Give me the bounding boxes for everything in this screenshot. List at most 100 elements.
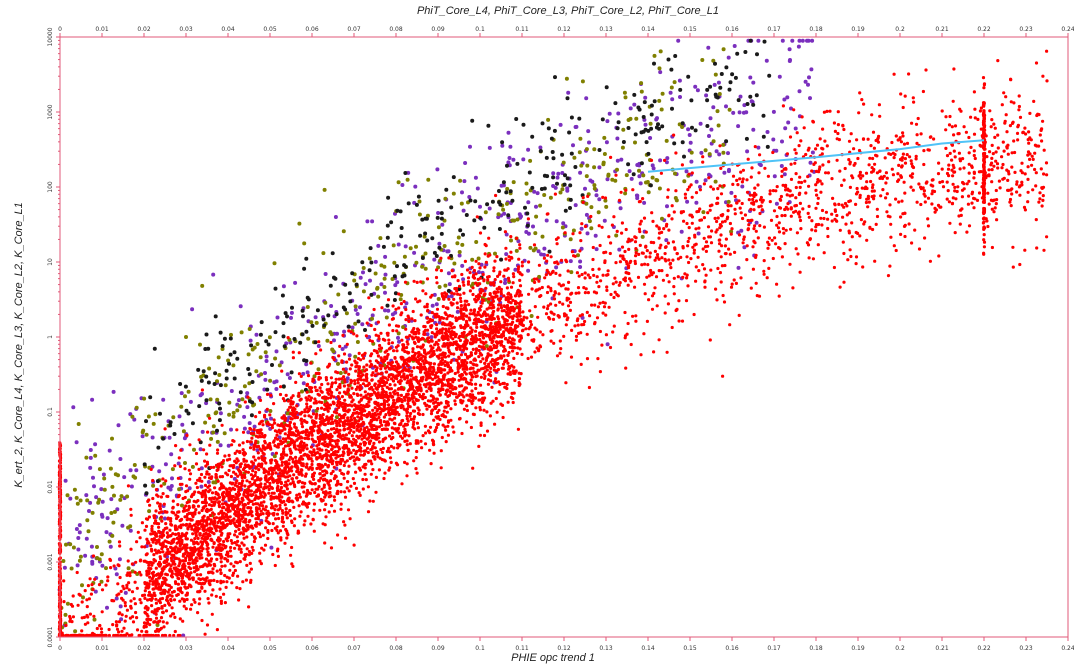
data-point <box>345 376 350 381</box>
data-point <box>262 387 267 392</box>
data-point <box>264 505 268 509</box>
data-point <box>380 306 384 310</box>
data-point <box>204 374 209 379</box>
data-point <box>272 454 277 459</box>
data-point <box>574 334 579 338</box>
data-point <box>803 79 808 84</box>
data-point <box>639 161 644 166</box>
data-point <box>785 193 789 197</box>
data-point <box>950 125 954 129</box>
data-point <box>598 243 602 248</box>
data-point <box>251 502 255 506</box>
data-point <box>504 246 508 250</box>
data-point <box>596 210 601 215</box>
data-point <box>205 543 209 548</box>
data-point <box>772 209 777 213</box>
data-point <box>953 124 958 128</box>
data-point <box>491 313 495 317</box>
data-point <box>449 294 454 299</box>
data-point <box>416 426 420 430</box>
data-point <box>215 451 220 455</box>
data-point <box>613 101 618 106</box>
data-point <box>87 597 91 601</box>
data-point <box>607 111 612 116</box>
data-point <box>568 300 573 304</box>
data-point <box>533 246 538 251</box>
data-point <box>503 277 508 282</box>
data-point <box>754 220 759 225</box>
data-point <box>814 229 818 233</box>
data-point <box>471 292 475 297</box>
data-point <box>73 629 78 634</box>
data-point <box>230 581 234 585</box>
data-point <box>147 569 151 573</box>
data-point <box>746 157 750 161</box>
data-point <box>305 406 309 410</box>
data-point <box>1038 197 1042 201</box>
data-point <box>505 163 509 168</box>
data-point <box>911 96 915 100</box>
data-point <box>509 250 513 254</box>
data-point <box>186 411 191 416</box>
data-point <box>203 420 208 425</box>
data-point <box>646 190 651 195</box>
data-point <box>365 363 369 367</box>
data-point <box>1030 163 1034 167</box>
data-point <box>875 207 879 211</box>
data-point <box>579 226 584 231</box>
data-point <box>958 157 962 161</box>
data-point <box>133 475 138 480</box>
data-point <box>505 186 510 191</box>
data-point <box>499 257 504 262</box>
data-point <box>385 235 390 240</box>
data-point <box>947 123 952 127</box>
data-point <box>414 297 418 301</box>
data-point <box>528 245 533 250</box>
data-point <box>425 403 429 407</box>
data-point <box>287 462 291 466</box>
data-point <box>62 565 67 570</box>
data-point <box>836 131 840 136</box>
data-point <box>629 279 633 283</box>
data-point <box>356 319 361 324</box>
data-point <box>754 93 759 98</box>
data-point <box>719 72 724 76</box>
data-point <box>167 540 171 545</box>
data-point <box>211 424 216 429</box>
data-point <box>183 394 187 399</box>
data-point <box>126 484 130 488</box>
data-point <box>670 97 675 102</box>
data-point <box>164 609 169 613</box>
data-point <box>568 259 573 264</box>
data-point <box>726 209 730 213</box>
data-point <box>489 379 493 383</box>
data-point <box>634 319 638 323</box>
data-point <box>1031 157 1035 161</box>
data-point <box>185 543 189 547</box>
data-point <box>573 324 577 328</box>
data-point <box>969 115 973 119</box>
data-point <box>242 384 247 389</box>
data-point <box>229 562 233 566</box>
data-point <box>128 528 133 533</box>
data-point <box>429 335 434 340</box>
data-point <box>937 161 941 165</box>
data-point <box>835 158 839 162</box>
data-point <box>271 552 275 557</box>
data-point <box>729 190 734 195</box>
data-point <box>509 238 513 243</box>
data-point <box>148 575 152 579</box>
data-point <box>232 350 237 355</box>
data-point <box>259 320 264 325</box>
data-point <box>90 397 95 402</box>
data-point <box>789 206 793 210</box>
data-point <box>485 333 489 337</box>
data-point <box>451 337 455 341</box>
data-point <box>632 102 637 107</box>
data-point <box>485 410 489 414</box>
data-point <box>701 210 706 215</box>
data-point <box>370 219 375 224</box>
data-point <box>424 292 428 296</box>
data-point <box>694 265 698 269</box>
data-point <box>236 574 240 578</box>
